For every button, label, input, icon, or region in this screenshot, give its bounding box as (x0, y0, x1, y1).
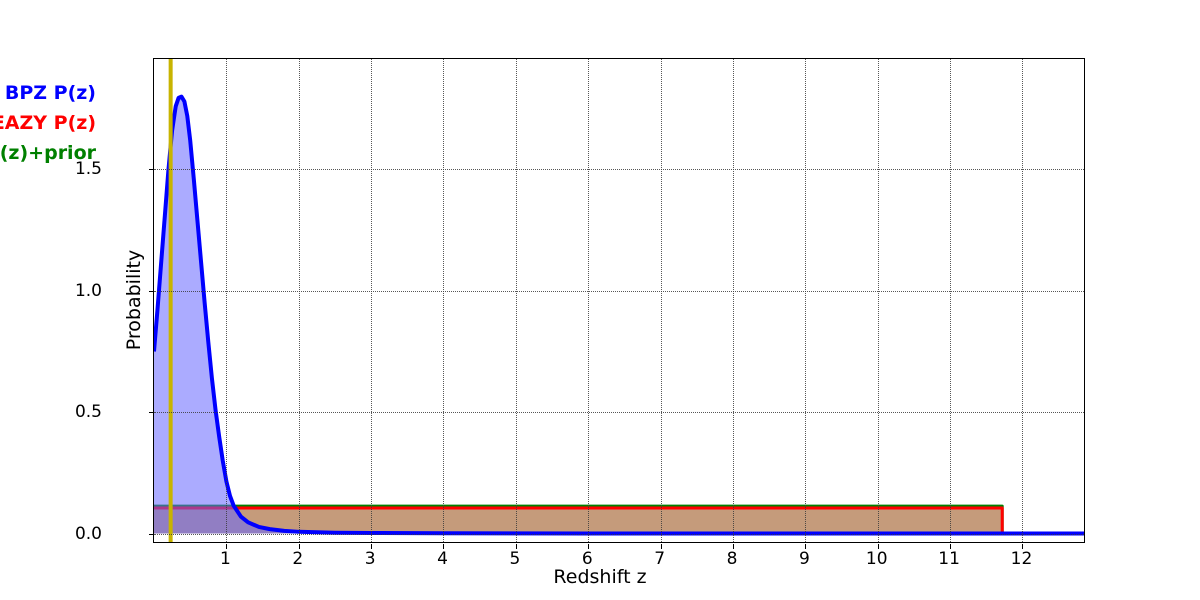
x-tick-mark (298, 544, 300, 549)
x-tick-label: 1 (219, 549, 231, 569)
legend-item: BPZ P(z) (4, 82, 96, 104)
x-gridline (805, 59, 807, 542)
x-tick-mark (226, 544, 228, 549)
x-gridline (950, 59, 952, 542)
x-tick-mark (588, 544, 590, 549)
series-bpz-p-z (154, 94, 1084, 536)
y-gridline (154, 412, 1084, 414)
x-tick-label: 11 (938, 549, 960, 569)
series-fill (154, 508, 1084, 534)
y-tick-mark (149, 412, 154, 414)
y-gridline (154, 290, 1084, 292)
x-tick-label: 8 (726, 549, 738, 569)
x-tick-mark (877, 544, 879, 549)
y-tick-label: 0.0 (74, 523, 102, 544)
x-tick-label: 5 (509, 549, 521, 569)
series-fill (154, 96, 1084, 534)
x-tick-label: 10 (865, 549, 888, 569)
y-gridline (154, 169, 1084, 171)
x-gridline (877, 59, 879, 542)
y-axis-label: Probability (123, 249, 146, 351)
data-layer (154, 59, 1084, 542)
x-gridline (515, 59, 517, 542)
y-tick-mark (149, 169, 154, 171)
y-tick-label: 1.0 (74, 280, 102, 301)
legend-item: EAZY P(z) (0, 112, 96, 134)
x-tick-mark (371, 544, 373, 549)
y-tick-mark (149, 533, 154, 535)
plot-inner (154, 59, 1084, 542)
x-tick-mark (805, 544, 807, 549)
x-gridline (371, 59, 373, 542)
legend: BPZ P(z) EAZY P(z) EAZY P(z)+prior (0, 78, 96, 168)
plot-area (149, 58, 1085, 549)
x-tick-label: 9 (798, 549, 810, 569)
x-tick-label: 4 (437, 549, 448, 569)
x-tick-mark (950, 544, 952, 549)
x-gridline (226, 59, 228, 542)
x-tick-mark (443, 544, 445, 549)
x-tick-mark (732, 544, 734, 549)
y-tick-label: 0.5 (74, 402, 102, 423)
x-gridline (443, 59, 445, 542)
x-axis-label: Redshift z (553, 566, 647, 588)
x-tick-label: 6 (581, 549, 593, 569)
x-tick-label: 12 (1010, 549, 1033, 569)
x-gridline (660, 59, 662, 542)
x-gridline (1022, 59, 1024, 542)
y-gridline (154, 533, 1084, 535)
x-gridline (732, 59, 734, 542)
y-tick-label: 1.5 (74, 159, 102, 180)
legend-item: EAZY P(z)+prior (0, 142, 96, 164)
series-line (154, 94, 1084, 536)
x-tick-label: 7 (654, 549, 666, 569)
x-tick-mark (515, 544, 517, 549)
x-gridline (588, 59, 590, 542)
x-gridline (298, 59, 300, 542)
y-tick-mark (149, 290, 154, 292)
x-tick-label: 3 (364, 549, 376, 569)
x-tick-mark (660, 544, 662, 549)
x-tick-mark (1022, 544, 1024, 549)
x-tick-label: 2 (292, 549, 304, 569)
